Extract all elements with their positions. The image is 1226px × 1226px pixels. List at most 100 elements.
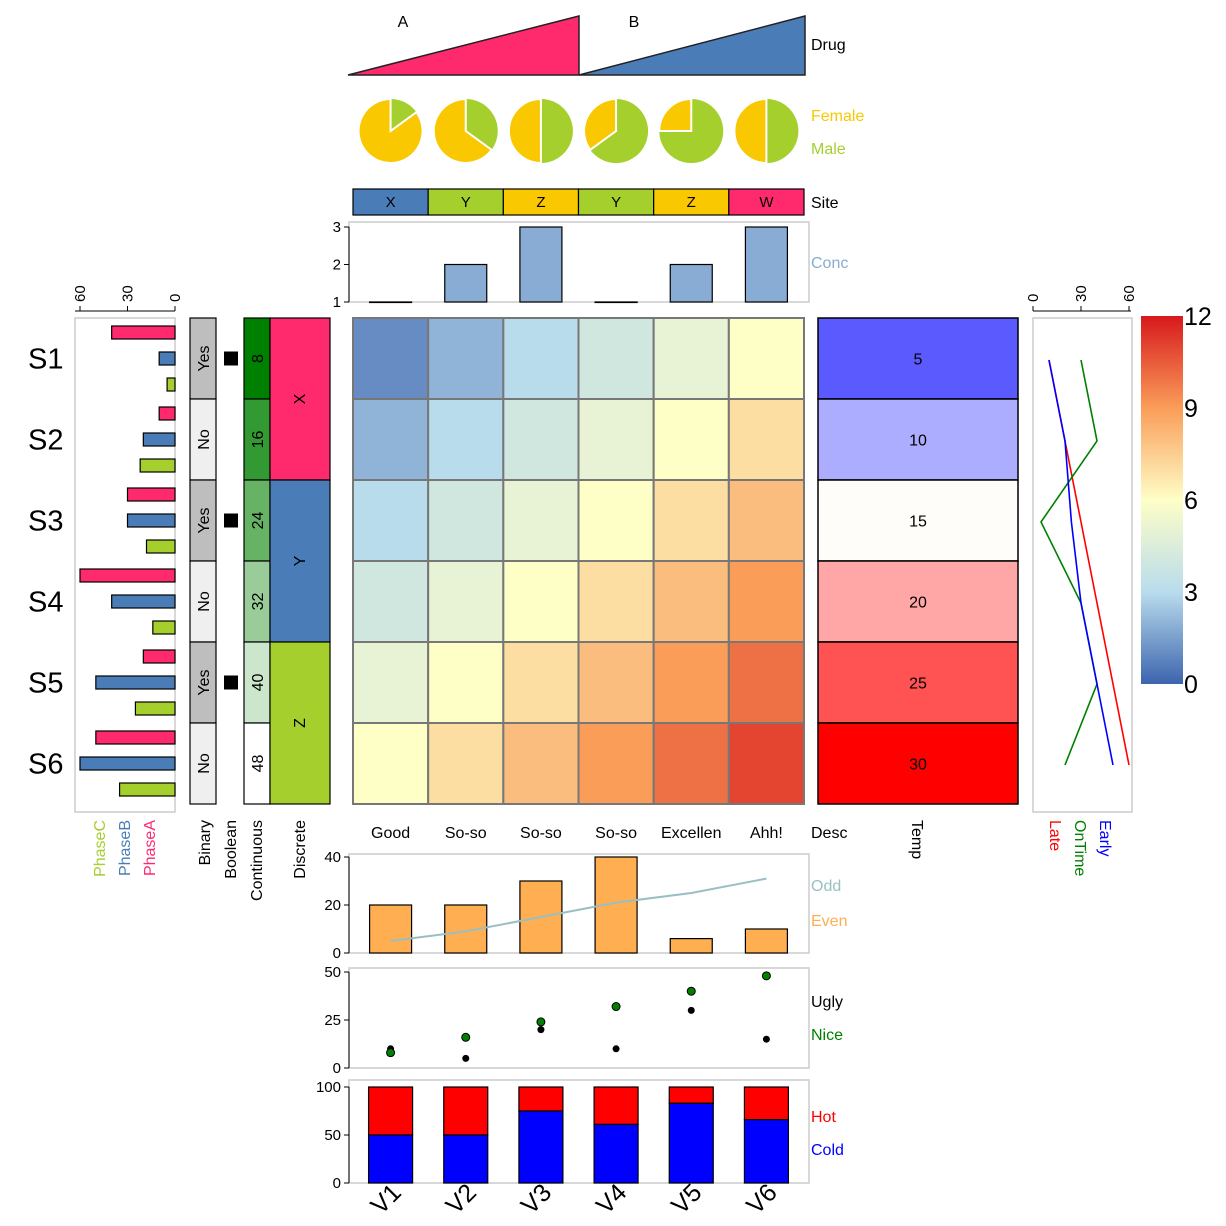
conc-barplot: 1 2 3 Conc xyxy=(333,219,849,311)
hot-bar xyxy=(593,1086,639,1126)
even-bar xyxy=(368,904,413,954)
timing-legend-label: Late xyxy=(1046,820,1063,851)
discrete-cell xyxy=(269,479,331,643)
pie-female-slice xyxy=(357,97,424,164)
phase-bar-A xyxy=(79,568,176,583)
legend-nice: Nice xyxy=(811,1027,843,1044)
binary-label: Binary xyxy=(197,820,214,865)
drug-triangle-B xyxy=(578,15,806,76)
heatmap-cell xyxy=(502,479,580,562)
conc-y-tick-label: 1 xyxy=(333,294,341,311)
odd-even-plot: 0 20 40 Odd Even xyxy=(324,849,847,962)
binary-cell xyxy=(189,641,217,724)
uglynice-y-tick-label: 50 xyxy=(324,964,341,981)
colorbar-tick-label: 12 xyxy=(1184,303,1212,331)
site-annotation: X Y Z Y Z W Site xyxy=(352,188,839,216)
timing-legend-label: OnTime xyxy=(1071,820,1088,876)
continuous-label: Continuous xyxy=(249,820,266,901)
ugly-point xyxy=(612,1045,620,1053)
binary-cell xyxy=(189,722,217,805)
heatmap-cell xyxy=(427,479,505,562)
row-label: S1 xyxy=(28,344,63,376)
temp-cell-label: 10 xyxy=(909,433,927,450)
desc-value: Good xyxy=(371,825,410,842)
column-label: V2 xyxy=(441,1178,482,1219)
boolean-mark xyxy=(224,351,238,366)
heatmap-cell xyxy=(352,479,430,562)
phase-bar-A xyxy=(126,487,176,502)
heatmap-cell xyxy=(352,722,430,805)
heatmap-cell xyxy=(577,479,655,562)
heatmap-cell xyxy=(502,317,580,400)
hot-cold-stacked-bar: 0 50 100 Hot Cold xyxy=(316,1079,844,1192)
nice-point xyxy=(686,986,696,996)
legend-hot: Hot xyxy=(811,1109,836,1126)
phase-bar-C xyxy=(118,782,176,797)
boolean-mark xyxy=(224,513,238,528)
timing-line-ontime xyxy=(1040,359,1098,766)
column-label: V1 xyxy=(365,1178,406,1219)
binary-cell-label: No xyxy=(196,591,213,612)
pie-female-slice xyxy=(583,97,618,152)
heatmap-cell xyxy=(652,398,730,481)
continuous-cell xyxy=(243,641,271,724)
cold-bar xyxy=(593,1123,639,1184)
phase-barplot: 0 30 60 S1 S2 S3 S4 S5 S6 PhaseC PhaseB PhaseA xyxy=(28,285,184,877)
boolean-mark xyxy=(224,675,238,690)
colorbar: 0 3 6 9 12 xyxy=(1141,303,1212,699)
timing-legend-label: Early xyxy=(1096,820,1113,856)
temp-cell xyxy=(817,479,1019,562)
heatmap-cell xyxy=(502,641,580,724)
heatmap-cell xyxy=(652,479,730,562)
temp-cell xyxy=(817,398,1019,481)
column-label: V3 xyxy=(516,1178,557,1219)
oddeven-y-tick-label: 20 xyxy=(324,897,341,914)
discrete-cell-label: Y xyxy=(292,555,309,566)
desc-annotation: Good So-so So-so So-so Excellen Ahh! Desc xyxy=(371,825,847,842)
cold-bar xyxy=(518,1110,564,1184)
colorbar-tick-label: 3 xyxy=(1184,579,1198,607)
site-cell xyxy=(352,188,429,216)
conc-bar xyxy=(669,263,713,303)
temp-cell xyxy=(817,317,1019,400)
site-cell-label: Y xyxy=(461,194,471,211)
continuous-cell-label: 48 xyxy=(250,755,267,773)
binary-cell-label: No xyxy=(196,753,213,774)
hot-bar xyxy=(367,1086,414,1136)
colorbar-tick-label: 9 xyxy=(1184,395,1198,423)
heatmap-cell xyxy=(577,560,655,643)
heatmap-cell xyxy=(727,641,805,724)
desc-value: Ahh! xyxy=(750,825,783,842)
column-labels: V1 V2 V3 V4 V5 V6 xyxy=(365,1178,782,1219)
column-label: V6 xyxy=(741,1178,782,1219)
temp-cell xyxy=(817,560,1019,643)
odd-line xyxy=(390,877,767,942)
hot-bar xyxy=(668,1086,714,1104)
phase-bar-A xyxy=(158,406,176,421)
binary-cell-label: Yes xyxy=(196,345,213,371)
heatmap-cell xyxy=(727,479,805,562)
timing-x-tick-label: 60 xyxy=(1121,285,1138,302)
temp-cell-label: 25 xyxy=(909,676,927,693)
heatmap-cell xyxy=(652,722,730,805)
heatmap-cell xyxy=(352,398,430,481)
row-label: S4 xyxy=(28,587,63,619)
timing-x-tick-label: 0 xyxy=(1025,294,1042,302)
hot-bar xyxy=(443,1086,489,1136)
conc-frame xyxy=(348,221,810,303)
site-cell-label: Z xyxy=(687,194,696,211)
main-heatmap xyxy=(352,317,805,805)
phase-legend-label: PhaseC xyxy=(92,820,109,877)
heatmap-cell xyxy=(652,560,730,643)
site-cell-label: X xyxy=(386,194,396,211)
phase-bar-B xyxy=(79,756,176,771)
phase-bar-B xyxy=(158,351,176,366)
temp-label: Temp xyxy=(908,820,925,859)
sex-pie-annotation: Female Male xyxy=(357,97,864,165)
continuous-cell-label: 40 xyxy=(250,674,267,692)
heatmap-cell xyxy=(577,398,655,481)
temp-cell-label: 15 xyxy=(909,514,927,531)
drug-annotation: A B Drug xyxy=(347,14,846,76)
drug-triangle-A xyxy=(347,15,580,76)
